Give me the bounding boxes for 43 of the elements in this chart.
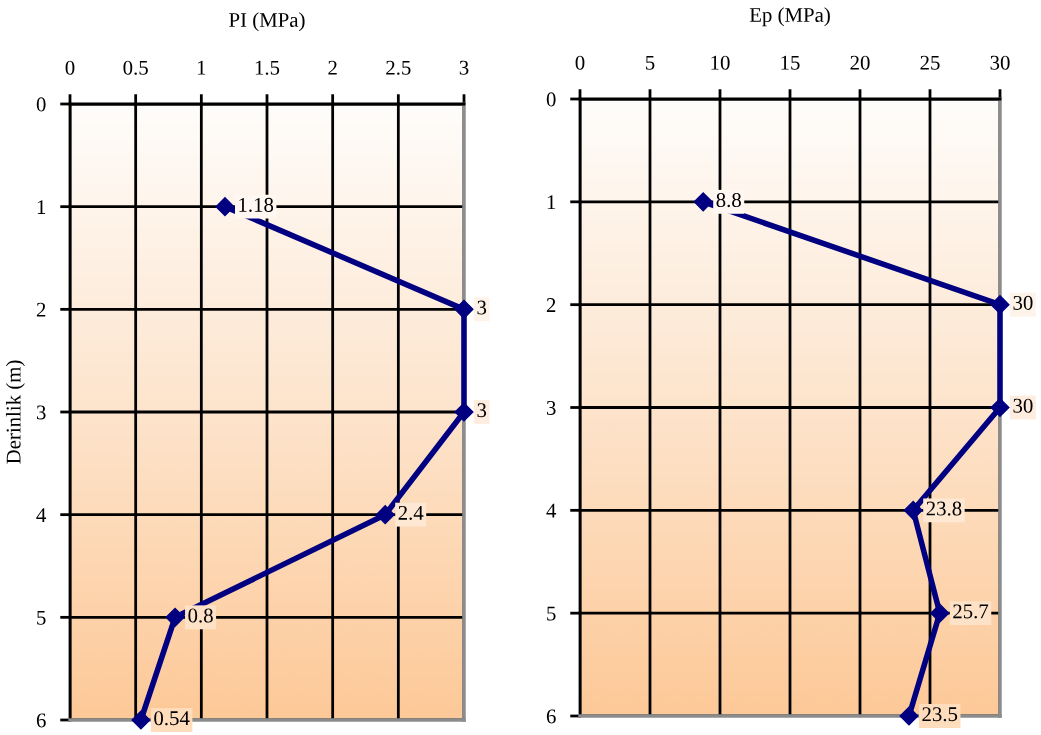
y-tick-label: 6 bbox=[546, 709, 556, 724]
y-tick-label: 1 bbox=[547, 195, 556, 210]
y-tick-label: 1 bbox=[37, 200, 46, 214]
data-label: 30 bbox=[1013, 295, 1033, 310]
y-tick-label: 0 bbox=[36, 97, 46, 112]
x-tick-label: 25 bbox=[920, 55, 940, 70]
x-tick-label: 1 bbox=[197, 60, 206, 75]
y-tick-label: 5 bbox=[547, 606, 556, 621]
x-tick-label: 20 bbox=[850, 55, 870, 70]
y-tick-label: 5 bbox=[37, 610, 46, 625]
data-label: 23.8 bbox=[926, 501, 962, 516]
x-axis-title: Ep (MPa) bbox=[749, 7, 830, 27]
y-tick-label: 3 bbox=[546, 400, 556, 415]
y-tick-label: 4 bbox=[546, 503, 557, 518]
data-label: 1.18 bbox=[239, 197, 274, 212]
x-tick-label: 2 bbox=[328, 60, 337, 75]
data-label: 3 bbox=[477, 300, 487, 315]
x-tick-label: 1.5 bbox=[255, 60, 280, 75]
x-tick-label: 0 bbox=[65, 60, 75, 75]
x-tick-label: 15 bbox=[781, 55, 800, 70]
data-label: 0.54 bbox=[154, 711, 190, 726]
x-tick-label: 30 bbox=[990, 55, 1010, 70]
x-tick-label: 0 bbox=[575, 55, 585, 70]
data-label: 0.8 bbox=[188, 608, 213, 623]
x-tick-label: 5 bbox=[646, 55, 655, 70]
x-tick-label: 2.5 bbox=[386, 60, 411, 75]
x-tick-label: 3 bbox=[459, 60, 469, 75]
y-axis-title: Derinlik (m) bbox=[5, 360, 25, 464]
y-tick-label: 4 bbox=[36, 508, 47, 522]
data-label: 30 bbox=[1013, 398, 1033, 413]
y-tick-label: 2 bbox=[546, 298, 556, 312]
y-tick-label: 2 bbox=[36, 302, 46, 317]
x-tick-label: 10 bbox=[711, 55, 730, 70]
data-label: 3 bbox=[477, 403, 487, 418]
x-tick-label: 0.5 bbox=[123, 60, 148, 75]
x-axis-title: PI (MPa) bbox=[229, 12, 305, 32]
y-tick-label: 3 bbox=[36, 405, 46, 420]
data-label: 8.8 bbox=[716, 192, 741, 208]
y-tick-label: 6 bbox=[36, 713, 46, 728]
data-label: 25.7 bbox=[953, 604, 989, 619]
data-label: 23.5 bbox=[922, 707, 958, 722]
y-tick-label: 0 bbox=[546, 92, 556, 107]
data-label: 2.4 bbox=[398, 505, 424, 520]
